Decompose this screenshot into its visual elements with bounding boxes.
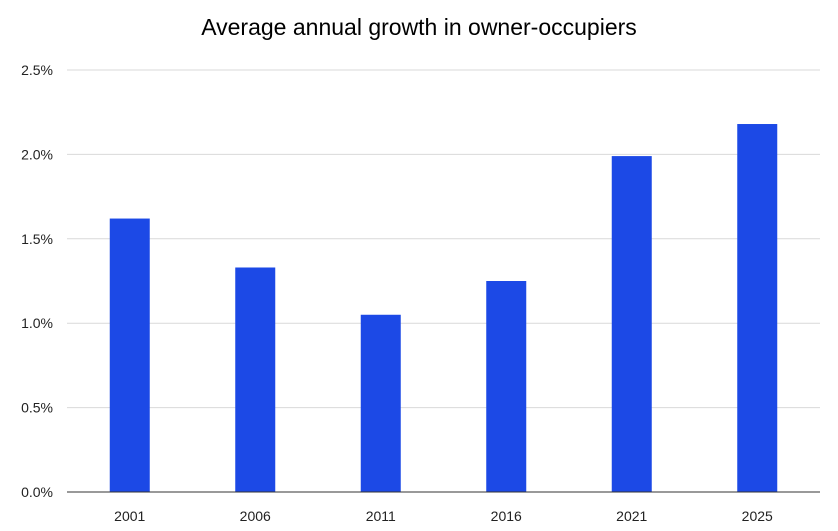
y-tick-label: 2.0% — [21, 146, 53, 162]
y-tick-label: 1.0% — [21, 315, 53, 331]
bar-2016 — [486, 281, 527, 492]
chart-title: Average annual growth in owner-occupiers — [201, 14, 637, 40]
y-tick-label: 0.0% — [21, 484, 53, 500]
x-tick-label: 2016 — [491, 508, 522, 524]
bar-2025 — [737, 124, 778, 493]
x-tick-label: 2011 — [366, 508, 396, 524]
y-tick-label: 1.5% — [21, 231, 53, 247]
x-axis-ticks: 2001 2006 2011 2016 2021 2025 — [114, 508, 773, 524]
y-tick-label: 0.5% — [21, 400, 53, 416]
x-tick-label: 2006 — [240, 508, 271, 524]
y-axis-ticks: 0.0% 0.5% 1.0% 1.5% 2.0% 2.5% — [21, 62, 53, 500]
bars — [109, 124, 778, 493]
x-tick-label: 2001 — [114, 508, 145, 524]
x-tick-label: 2021 — [616, 508, 647, 524]
bar-2021 — [611, 156, 652, 492]
bar-2006 — [235, 267, 276, 492]
bar-2001 — [109, 218, 150, 492]
bar-2011 — [360, 314, 401, 492]
gridlines — [67, 69, 820, 409]
y-tick-label: 2.5% — [21, 62, 53, 78]
x-tick-label: 2025 — [742, 508, 773, 524]
